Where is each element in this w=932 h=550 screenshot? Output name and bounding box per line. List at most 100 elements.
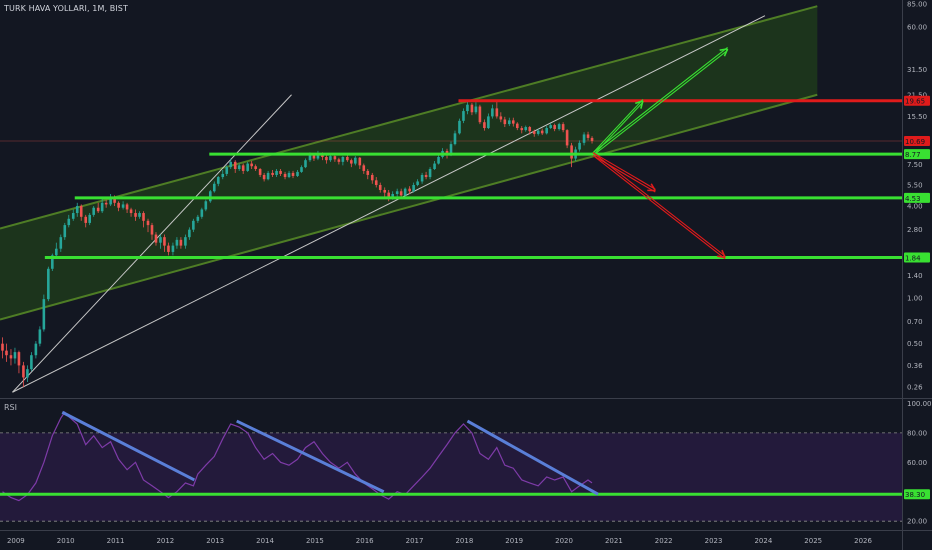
candle-body: [478, 106, 482, 123]
candle-body: [84, 216, 88, 223]
candle-body: [129, 209, 133, 214]
price-badge: [904, 95, 930, 106]
price-tick-label: 0.50: [907, 340, 923, 348]
year-tick-label: 2023: [705, 537, 723, 545]
candle-body: [188, 229, 191, 238]
price-tick-label: 1.40: [907, 272, 923, 280]
candle-body: [209, 191, 212, 202]
candle-body: [491, 108, 494, 117]
candle-body: [67, 218, 71, 226]
rsi-line: [2, 411, 593, 502]
candle-body: [138, 213, 141, 217]
candle-body: [296, 171, 299, 176]
candle-body: [258, 169, 262, 175]
price-badge-label: 1.84: [905, 254, 921, 262]
candle-body: [428, 169, 432, 178]
candle-body: [420, 174, 424, 182]
candle-body: [75, 206, 79, 214]
price-tick-label: 21.50: [907, 91, 927, 99]
year-tick-label: 2015: [306, 537, 324, 545]
candle-body: [184, 237, 187, 246]
price-tick-label: 0.26: [907, 383, 923, 391]
candle-body: [146, 220, 150, 226]
candle-body: [159, 237, 162, 243]
candle-body: [378, 184, 382, 190]
rsi-trendline-3: [466, 419, 599, 496]
price-badge: [904, 192, 930, 203]
candle-body: [271, 172, 274, 175]
candle-body: [499, 116, 503, 120]
candle-body: [125, 204, 129, 210]
candle-body: [196, 216, 200, 221]
year-tick-label: 2025: [804, 537, 822, 545]
candle-body: [275, 170, 278, 175]
price-tick-label: 60.00: [907, 23, 927, 31]
candle-body: [212, 183, 216, 192]
channel-upper-line: [0, 5, 818, 230]
candle-body: [308, 155, 312, 161]
candle-body: [370, 174, 374, 181]
candle-body: [458, 120, 461, 134]
rsi-badge: [904, 489, 930, 500]
price-badge: [904, 149, 930, 160]
year-tick-label: 2016: [356, 537, 374, 545]
candle-body: [262, 174, 266, 180]
candle-body: [34, 343, 38, 356]
candle-body: [528, 127, 532, 132]
candle-body: [395, 191, 399, 194]
year-tick-label: 2017: [406, 537, 424, 545]
candle-body: [117, 202, 120, 208]
candle-body: [229, 161, 233, 168]
white-trendline-1: [12, 94, 292, 393]
rsi-trendline-1: [61, 410, 196, 482]
arrow-4-head: [717, 255, 726, 259]
candle-body: [279, 170, 282, 174]
candle-body: [104, 202, 108, 205]
candle-body: [511, 120, 515, 124]
candle-body: [13, 352, 17, 359]
candle-body: [22, 365, 25, 378]
candle-body: [565, 130, 569, 146]
arrow-1-head: [640, 100, 644, 109]
rsi-tick-label: 20.00: [907, 518, 927, 526]
price-badge: [904, 135, 930, 146]
candle-body: [59, 237, 63, 249]
candle-body: [453, 133, 457, 145]
candle-body: [412, 184, 415, 192]
candle-body: [462, 111, 465, 121]
candle-body: [142, 213, 145, 221]
white-trendline-2: [12, 15, 766, 393]
candle-body: [578, 142, 581, 150]
candle-body: [362, 165, 366, 171]
candle-body: [312, 155, 316, 159]
candle-body: [416, 181, 419, 185]
price-badge-label: 19.65: [905, 98, 925, 106]
price-tick-label: 7.50: [907, 161, 923, 169]
arrow-1-shaft: [592, 99, 644, 154]
candle-body: [216, 177, 220, 184]
candle-body: [225, 167, 229, 174]
candle-body: [200, 209, 204, 217]
price-tick-label: 4.00: [907, 203, 923, 211]
candle-body: [237, 165, 241, 170]
candle-body: [474, 106, 478, 113]
candle-body: [167, 245, 170, 252]
candle-body: [175, 239, 179, 246]
candle-body: [354, 157, 357, 164]
year-tick-label: 2012: [156, 537, 174, 545]
candle-body: [329, 156, 332, 161]
candle-body: [433, 163, 436, 170]
candle-body: [204, 201, 208, 210]
price-badge-label: 10.69: [905, 138, 925, 146]
arrow-4-shaft: [592, 155, 726, 260]
arrow-2-head: [723, 48, 729, 57]
rsi-tick-label: 80.00: [907, 429, 927, 437]
candle-body: [287, 172, 291, 178]
candle-body: [350, 160, 353, 164]
rsi-badge-label: 38.30: [905, 491, 925, 499]
candle-body: [283, 173, 287, 178]
candle-body: [109, 196, 112, 205]
price-tick-label: 0.70: [907, 318, 923, 326]
candle-body: [63, 225, 67, 238]
